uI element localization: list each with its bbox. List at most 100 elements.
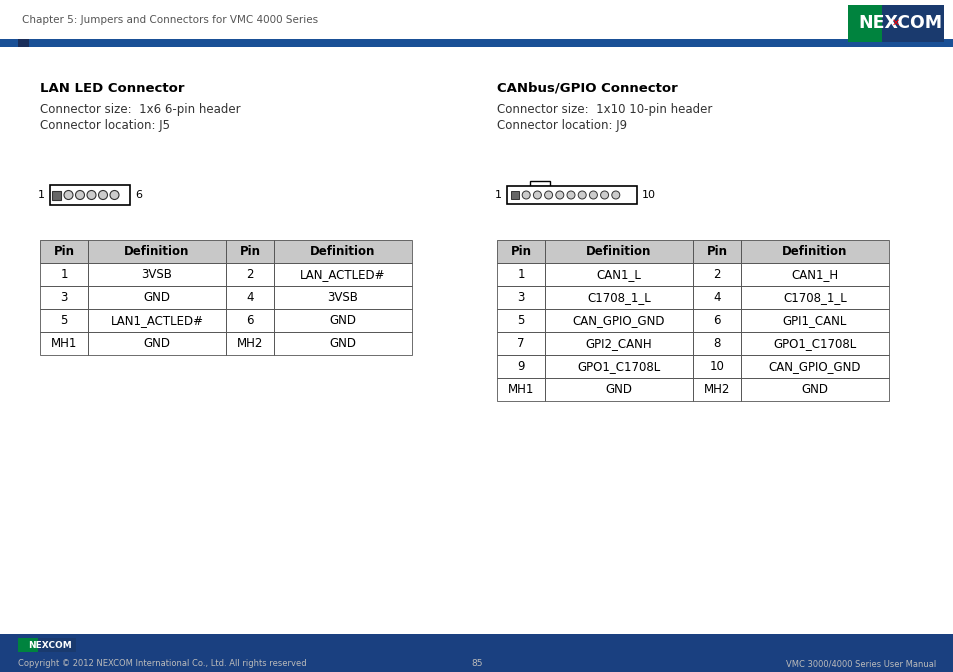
Bar (506, 186, 637, 204)
Bar (32, 39, 43, 47)
Bar (38, 638, 76, 652)
Bar (40, 263, 88, 286)
Bar (692, 240, 740, 263)
Text: 10: 10 (709, 360, 723, 373)
Bar (692, 286, 740, 309)
Text: NEXCOM: NEXCOM (28, 640, 71, 650)
Text: GND: GND (801, 383, 827, 396)
Bar (497, 332, 544, 355)
Bar (40, 332, 412, 355)
Text: 3VSB: 3VSB (141, 268, 172, 281)
Bar (544, 309, 692, 332)
Text: GPI1_CANL: GPI1_CANL (782, 314, 846, 327)
Bar (52, 190, 61, 200)
Text: LAN LED Connector: LAN LED Connector (40, 81, 184, 95)
Circle shape (556, 191, 563, 199)
Circle shape (566, 191, 575, 199)
Circle shape (544, 191, 552, 199)
Text: 8: 8 (713, 337, 720, 350)
Text: Pin: Pin (706, 245, 727, 258)
Circle shape (110, 190, 119, 200)
Bar (274, 309, 412, 332)
Bar (40, 309, 88, 332)
Text: CAN1_L: CAN1_L (596, 268, 640, 281)
Bar (692, 332, 740, 355)
Text: Chapter 5: Jumpers and Connectors for VMC 4000 Series: Chapter 5: Jumpers and Connectors for VM… (22, 15, 317, 25)
Text: 3: 3 (60, 291, 68, 304)
Bar (497, 309, 888, 332)
Text: Connector size:  1x10 10-pin header: Connector size: 1x10 10-pin header (497, 103, 712, 116)
Circle shape (600, 191, 608, 199)
Bar (740, 355, 888, 378)
Bar (40, 240, 412, 263)
Bar (88, 240, 226, 263)
Bar (226, 332, 274, 355)
Text: MH1: MH1 (51, 337, 77, 350)
Bar (544, 332, 692, 355)
Bar (40, 332, 88, 355)
Bar (497, 240, 888, 263)
Text: 4: 4 (713, 291, 720, 304)
Bar (274, 263, 412, 286)
Bar (544, 263, 692, 286)
Bar (0, 634, 953, 672)
Text: 6: 6 (713, 314, 720, 327)
Circle shape (533, 191, 541, 199)
Text: Copyright © 2012 NEXCOM International Co., Ltd. All rights reserved: Copyright © 2012 NEXCOM International Co… (18, 659, 306, 669)
Bar (497, 263, 888, 286)
Text: 1: 1 (38, 190, 45, 200)
Text: NEXCOM: NEXCOM (857, 15, 941, 32)
Bar (544, 355, 692, 378)
Text: 5: 5 (517, 314, 524, 327)
Text: 1: 1 (60, 268, 68, 281)
Text: 10: 10 (641, 190, 656, 200)
Text: MH2: MH2 (703, 383, 729, 396)
Text: 2: 2 (713, 268, 720, 281)
Bar (226, 286, 274, 309)
Text: GPO1_C1708L: GPO1_C1708L (577, 360, 659, 373)
Text: 2: 2 (246, 268, 253, 281)
Bar (40, 263, 412, 286)
Text: Pin: Pin (510, 245, 531, 258)
Text: 9: 9 (517, 360, 524, 373)
Text: Connector location: J5: Connector location: J5 (40, 120, 170, 132)
Bar (226, 240, 274, 263)
Bar (740, 378, 888, 401)
Bar (544, 240, 692, 263)
Text: GND: GND (143, 337, 171, 350)
Bar (740, 240, 888, 263)
Bar (88, 286, 226, 309)
Bar (88, 309, 226, 332)
Bar (692, 355, 740, 378)
Bar (226, 309, 274, 332)
Bar (226, 263, 274, 286)
Bar (740, 286, 888, 309)
Bar (544, 286, 692, 309)
Text: Pin: Pin (53, 245, 74, 258)
Bar (740, 332, 888, 355)
Text: GND: GND (329, 314, 356, 327)
Circle shape (611, 191, 619, 199)
Bar (88, 263, 226, 286)
Bar (497, 263, 544, 286)
Bar (497, 240, 544, 263)
Text: CAN1_H: CAN1_H (791, 268, 838, 281)
Text: 7: 7 (517, 337, 524, 350)
Text: 1: 1 (495, 190, 501, 200)
Text: 3: 3 (517, 291, 524, 304)
Bar (40, 309, 412, 332)
Text: 85: 85 (471, 659, 482, 669)
Text: 6: 6 (135, 190, 142, 200)
Text: C1708_1_L: C1708_1_L (782, 291, 846, 304)
Bar (50, 185, 130, 205)
Text: MH2: MH2 (236, 337, 263, 350)
Bar (530, 181, 550, 186)
Text: Definition: Definition (781, 245, 847, 258)
Circle shape (75, 190, 85, 200)
Text: Definition: Definition (310, 245, 375, 258)
Text: ✕: ✕ (891, 17, 899, 28)
Bar (847, 5, 882, 42)
Bar (18, 39, 29, 47)
Text: VMC 3000/4000 Series User Manual: VMC 3000/4000 Series User Manual (785, 659, 935, 669)
Bar (497, 378, 544, 401)
